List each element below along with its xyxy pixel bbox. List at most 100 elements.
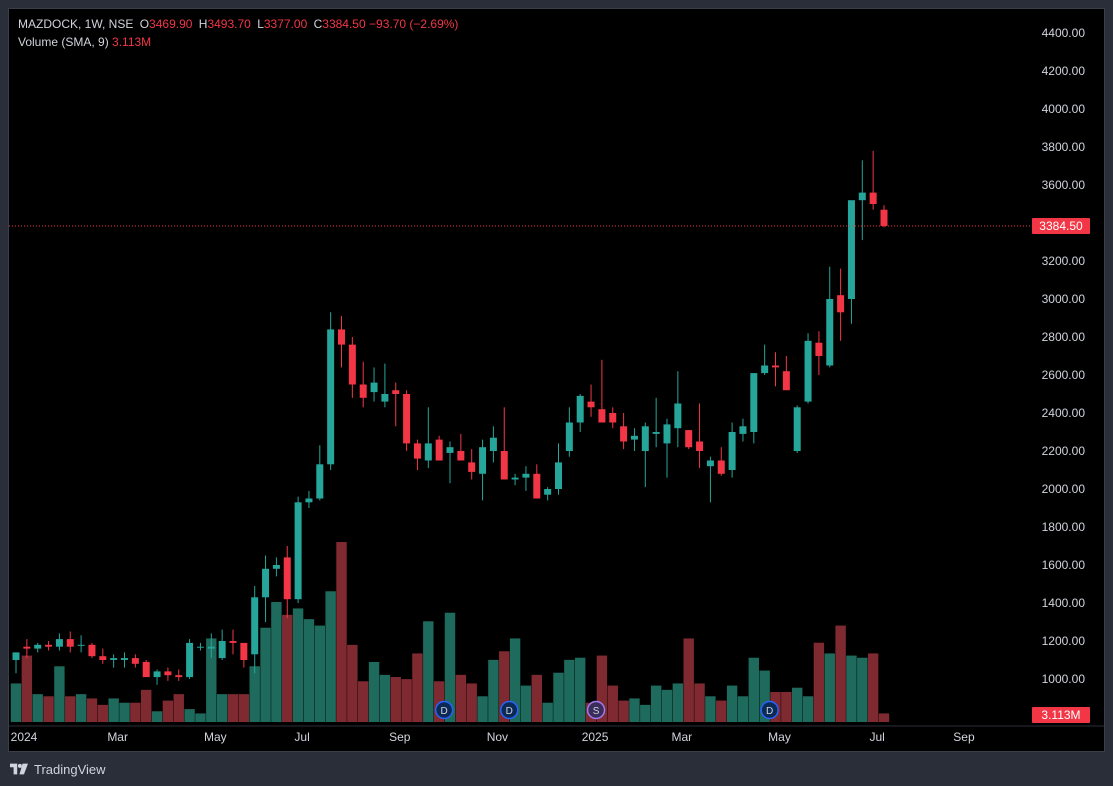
candle-body	[555, 462, 562, 489]
candle-body	[815, 342, 823, 356]
volume-bar	[271, 602, 282, 722]
candle-body	[12, 652, 20, 660]
volume-bar	[249, 666, 260, 722]
x-tick-label: 2024	[11, 730, 38, 744]
candle-body	[858, 192, 866, 201]
candle-body	[392, 390, 400, 394]
volume-bar	[553, 672, 564, 722]
y-tick-label: 2600.00	[1042, 368, 1086, 382]
candle-body	[620, 426, 628, 442]
volume-bar	[108, 698, 119, 722]
volume-bar	[477, 696, 488, 722]
volume-indicator-label[interactable]: Volume (SMA, 9)	[18, 35, 109, 49]
volume-bar	[455, 674, 467, 722]
volume-bar	[336, 542, 347, 722]
price-tag: 3384.50	[1039, 219, 1083, 233]
candle-body	[641, 426, 649, 451]
brand-name[interactable]: TradingView	[34, 761, 106, 777]
svg-text:D: D	[506, 706, 513, 717]
volume-bar	[488, 659, 499, 722]
volume-bar	[878, 713, 890, 722]
candle-body	[218, 641, 226, 659]
candle-body	[121, 658, 128, 660]
volume-bar	[650, 685, 662, 722]
volume-bar	[835, 625, 846, 722]
candle-body	[77, 644, 85, 646]
volume-bar	[141, 689, 152, 722]
candle-body	[175, 675, 183, 678]
y-tick-label: 2800.00	[1042, 330, 1086, 344]
volume-bar	[629, 698, 640, 722]
y-tick-label: 3600.00	[1042, 178, 1086, 192]
tradingview-logo-icon	[10, 763, 28, 775]
volume-bar	[97, 704, 108, 722]
candle-body	[316, 464, 324, 499]
candle-body	[544, 489, 552, 495]
candle-body	[435, 439, 443, 461]
candle-body	[88, 644, 96, 657]
volume-bar	[444, 612, 456, 722]
dividend-event-icon[interactable]: D	[500, 700, 519, 720]
candle-body	[782, 371, 790, 391]
y-tick-label: 4000.00	[1042, 102, 1086, 116]
candle-body	[142, 661, 150, 678]
volume-bar	[564, 659, 575, 722]
volume-bar	[10, 683, 22, 722]
ohlc-legend: MAZDOCK, 1W, NSE O3469.90 H3493.70 L3377…	[18, 17, 458, 31]
y-tick-label: 3200.00	[1042, 254, 1086, 268]
candle-body	[663, 424, 671, 444]
y-tick-label: 4200.00	[1042, 64, 1086, 78]
volume-bar	[705, 696, 716, 722]
candle-body	[110, 658, 118, 660]
volume-bar	[683, 638, 694, 722]
symbol-label[interactable]: MAZDOCK, 1W, NSE	[18, 17, 134, 31]
candle-body	[696, 441, 704, 451]
volume-bar	[282, 614, 293, 722]
candle-body	[717, 460, 725, 474]
candle-body	[772, 365, 779, 368]
candle-body	[793, 407, 801, 451]
y-tick-label: 1400.00	[1042, 596, 1086, 610]
candle-body	[685, 430, 693, 448]
volume-bar	[130, 702, 141, 722]
volume-bar	[43, 696, 54, 722]
high-label: H	[198, 17, 208, 31]
candle-body	[240, 642, 248, 660]
candle-body	[479, 447, 487, 474]
low-value: 3377.00	[263, 17, 308, 31]
candle-body	[728, 432, 736, 470]
volume-bar	[206, 638, 217, 722]
split-event-icon[interactable]: S	[586, 700, 606, 720]
y-tick-label: 1600.00	[1042, 558, 1086, 572]
volume-tag: 3.113M	[1041, 708, 1080, 722]
x-tick-label: Jul	[294, 730, 309, 744]
candle-body	[283, 557, 291, 600]
volume-legend: Volume (SMA, 9) 3.113M	[18, 35, 151, 49]
volume-bar	[748, 657, 759, 722]
open-label: O	[139, 17, 150, 31]
candle-body	[630, 435, 638, 440]
volume-bar	[75, 694, 87, 722]
dividend-event-icon[interactable]: D	[434, 700, 454, 720]
volume-bar	[575, 657, 586, 722]
high-value: 3493.70	[207, 17, 251, 31]
volume-bar	[184, 709, 195, 722]
volume-bar	[618, 700, 629, 722]
chart-area[interactable]	[8, 8, 1105, 752]
volume-bar	[607, 685, 618, 722]
candle-body	[761, 365, 769, 374]
volume-bar	[260, 627, 271, 722]
volume-bar	[195, 713, 206, 722]
volume-bar	[737, 696, 749, 722]
candle-body	[565, 422, 573, 451]
candle-body	[511, 477, 519, 480]
y-tick-label: 3800.00	[1042, 140, 1086, 154]
dividend-event-icon[interactable]: D	[760, 700, 779, 720]
candle-body	[272, 565, 280, 569]
candle-body	[598, 409, 606, 423]
volume-bar	[867, 653, 879, 722]
candle-body	[413, 443, 421, 459]
candle-body	[23, 646, 31, 649]
volume-bar	[216, 694, 228, 722]
